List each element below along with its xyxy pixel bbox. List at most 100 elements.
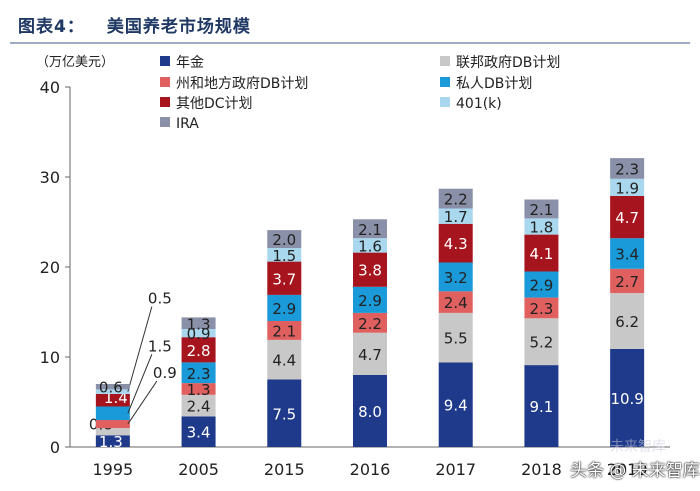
data-label-callout — [127, 354, 153, 414]
data-label: 3.4 — [615, 246, 639, 264]
legend-swatch — [160, 77, 170, 87]
bar-segment — [610, 348, 645, 447]
bar-segment — [181, 362, 216, 384]
bar-segment — [438, 188, 473, 209]
x-tick-label: 2015 — [264, 460, 305, 479]
bar-segment — [610, 268, 645, 294]
data-label: 3.4 — [187, 424, 211, 442]
data-label-callout — [127, 380, 158, 425]
data-label: 2.2 — [358, 315, 382, 333]
bar-segment — [181, 394, 216, 417]
bar-segment — [95, 393, 130, 407]
legend-label: IRA — [176, 116, 199, 132]
bar-segment — [353, 332, 387, 375]
bar-segment — [610, 238, 645, 269]
legend-swatch — [160, 117, 170, 127]
bar-segment — [95, 406, 130, 420]
data-label: 2.3 — [615, 160, 639, 178]
data-label: 2.0 — [272, 231, 296, 249]
data-label: 1.9 — [615, 179, 639, 197]
data-label: 9.1 — [529, 398, 553, 416]
data-label: 1.8 — [529, 219, 553, 237]
legend-swatch — [440, 97, 450, 107]
data-label: 2.9 — [272, 300, 296, 318]
y-tick-label: 30 — [40, 168, 60, 187]
y-tick-label: 20 — [40, 258, 60, 277]
figure-number: 图表4： — [18, 17, 85, 37]
bar-segment — [95, 428, 130, 436]
x-tick-label: 1995 — [92, 460, 133, 479]
bar-segment — [353, 219, 387, 239]
y-tick-label: 40 — [40, 78, 60, 97]
data-label: 0.9 — [153, 364, 177, 382]
bar-segment — [181, 337, 216, 363]
data-label: 2.2 — [444, 191, 468, 209]
data-label: 4.7 — [358, 346, 382, 364]
data-label: 0.9 — [187, 325, 211, 343]
x-tick-label: 2019 — [607, 460, 648, 479]
bar-segment — [524, 234, 559, 272]
y-tick-label: 10 — [40, 348, 60, 367]
data-label: 2.4 — [187, 398, 211, 416]
data-label: 5.2 — [529, 334, 553, 352]
legend-label: 私人DB计划 — [456, 76, 532, 92]
bar-segment — [267, 379, 302, 447]
data-label: 2.9 — [529, 277, 553, 295]
data-label: 3.2 — [444, 269, 468, 287]
data-label: 1.5 — [148, 337, 172, 355]
bar-segment — [524, 365, 559, 447]
data-label: 2.3 — [529, 300, 553, 318]
legend-label: 州和地方政府DB计划 — [176, 76, 308, 92]
bar-segment — [95, 420, 130, 429]
data-label: 10.9 — [610, 390, 643, 408]
data-label: 4.7 — [615, 209, 639, 227]
bar-segment — [181, 383, 216, 395]
watermark-faded: 未来智库 — [610, 439, 666, 455]
bar-segment — [524, 318, 559, 366]
bar-segment — [95, 435, 130, 447]
bar-segment — [524, 271, 559, 298]
data-label: 5.5 — [444, 330, 468, 348]
bar-segment — [524, 297, 559, 319]
data-label: 1.3 — [187, 381, 211, 399]
x-tick-label: 2016 — [350, 460, 391, 479]
x-tick-label: 2018 — [521, 460, 562, 479]
data-label: 4.3 — [444, 235, 468, 253]
data-label: 2.1 — [358, 221, 382, 239]
bar-segment — [610, 158, 645, 179]
bar-segment — [524, 218, 559, 235]
title-divider — [10, 42, 690, 44]
bar-segment — [181, 329, 216, 338]
data-label: 7.5 — [272, 405, 296, 423]
data-label: 2.1 — [529, 201, 553, 219]
figure-title: 图表4： 美国养老市场规模 — [18, 12, 251, 37]
data-label: 4.4 — [272, 352, 296, 370]
bar-segment — [353, 312, 387, 333]
watermark: 头条 @ 未来智库 — [570, 461, 700, 481]
bar-segment — [610, 178, 645, 196]
bar-segment — [181, 416, 216, 447]
data-label: 3.7 — [272, 270, 296, 288]
data-label: 1.3 — [187, 315, 211, 333]
bar-segment — [267, 261, 302, 295]
data-label: 0.6 — [99, 379, 123, 397]
bar-segment — [267, 294, 302, 321]
bar-segment — [353, 238, 387, 253]
bar-segment — [353, 286, 387, 313]
bar-segment — [181, 317, 216, 330]
bar-segment — [267, 339, 302, 380]
data-label: 2.4 — [444, 294, 468, 312]
legend-swatch — [160, 56, 170, 66]
bar-segment — [524, 199, 559, 219]
bar-segment — [267, 321, 302, 340]
bar-segment — [438, 223, 473, 263]
legend-label: 401(k) — [456, 96, 502, 112]
data-label: 2.9 — [358, 292, 382, 310]
data-label: 0.5 — [148, 290, 172, 308]
data-label: 2.7 — [615, 273, 639, 291]
x-tick-label: 2005 — [178, 460, 219, 479]
legend-swatch — [160, 97, 170, 107]
data-label: 2.3 — [187, 365, 211, 383]
legend-swatch — [440, 77, 450, 87]
